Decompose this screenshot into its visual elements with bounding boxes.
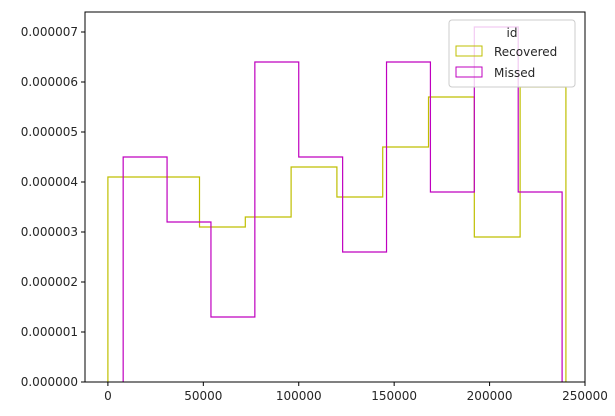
- y-tick-label: 0.000000: [21, 375, 78, 389]
- plot-frame: [84, 11, 586, 383]
- y-tick-label: 0.000007: [21, 25, 78, 39]
- y-tick-label: 0.000005: [21, 125, 78, 139]
- y-tick-label: 0.000002: [21, 275, 78, 289]
- legend-box: [448, 19, 576, 88]
- x-tick-label: 0: [104, 389, 112, 403]
- y-tick-label: 0.000004: [21, 175, 78, 189]
- y-tick-label: 0.000006: [21, 75, 78, 89]
- y-tick-label: 0.000001: [21, 325, 78, 339]
- x-tick-label: 100000: [276, 389, 322, 403]
- legend-swatch-missed: [455, 66, 483, 78]
- axes-layer: 0 50000 100000 150000 200000 250000 0.000000 0.…: [21, 11, 608, 403]
- x-tick-label: 150000: [371, 389, 417, 403]
- x-tick-label: 250000: [562, 389, 608, 403]
- legend: id Recovered Missed: [448, 19, 576, 88]
- legend-label-recovered: Recovered: [494, 45, 557, 59]
- legend-label-missed: Missed: [494, 66, 535, 80]
- legend-title: id: [507, 26, 518, 40]
- x-tick-label: 200000: [467, 389, 513, 403]
- x-tick-label: 50000: [184, 389, 222, 403]
- histogram-step-recovered: [107, 86, 567, 382]
- y-tick-label: 0.000003: [21, 225, 78, 239]
- legend-swatch-recovered: [455, 45, 483, 57]
